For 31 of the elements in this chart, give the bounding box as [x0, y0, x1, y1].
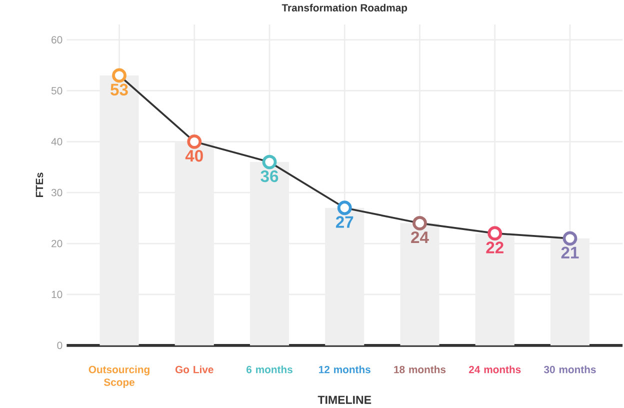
data-label: 24: [411, 232, 429, 244]
y-tick-label: 30: [51, 189, 62, 196]
point: [562, 231, 578, 246]
y-axis-title: FTEs: [36, 172, 44, 198]
data-label: 27: [336, 216, 354, 228]
point: [112, 68, 126, 83]
x-tick-label: Go Live: [175, 366, 214, 374]
x-tick-label: Outsourcing Scope: [88, 366, 150, 388]
y-tick-label: 60: [52, 36, 62, 44]
y-tick-label: 20: [52, 240, 62, 248]
point: [187, 134, 202, 150]
x-tick-label: 6 months: [246, 366, 292, 374]
x-tick-label: 24 months: [468, 366, 521, 374]
x-tick-label: 30 months: [544, 366, 596, 374]
chart-title: Transformation Roadmap: [282, 4, 408, 14]
point: [262, 154, 277, 170]
x-axis-title: TIMELINE: [318, 396, 372, 404]
data-label: 22: [486, 242, 504, 254]
y-tick-label: 50: [51, 87, 62, 95]
x-tick-label: 12 months: [319, 366, 370, 374]
data-label: 53: [110, 84, 128, 96]
point: [412, 216, 427, 231]
data-label: 21: [561, 246, 579, 258]
y-tick-label: 40: [51, 138, 62, 146]
data-label: 40: [185, 150, 203, 162]
y-tick-label: 10: [52, 290, 62, 298]
x-tick-label: 18 months: [394, 366, 446, 374]
point: [488, 226, 502, 241]
point: [337, 200, 352, 216]
data-label: 36: [260, 170, 278, 182]
y-tick-label: 0: [57, 342, 62, 350]
